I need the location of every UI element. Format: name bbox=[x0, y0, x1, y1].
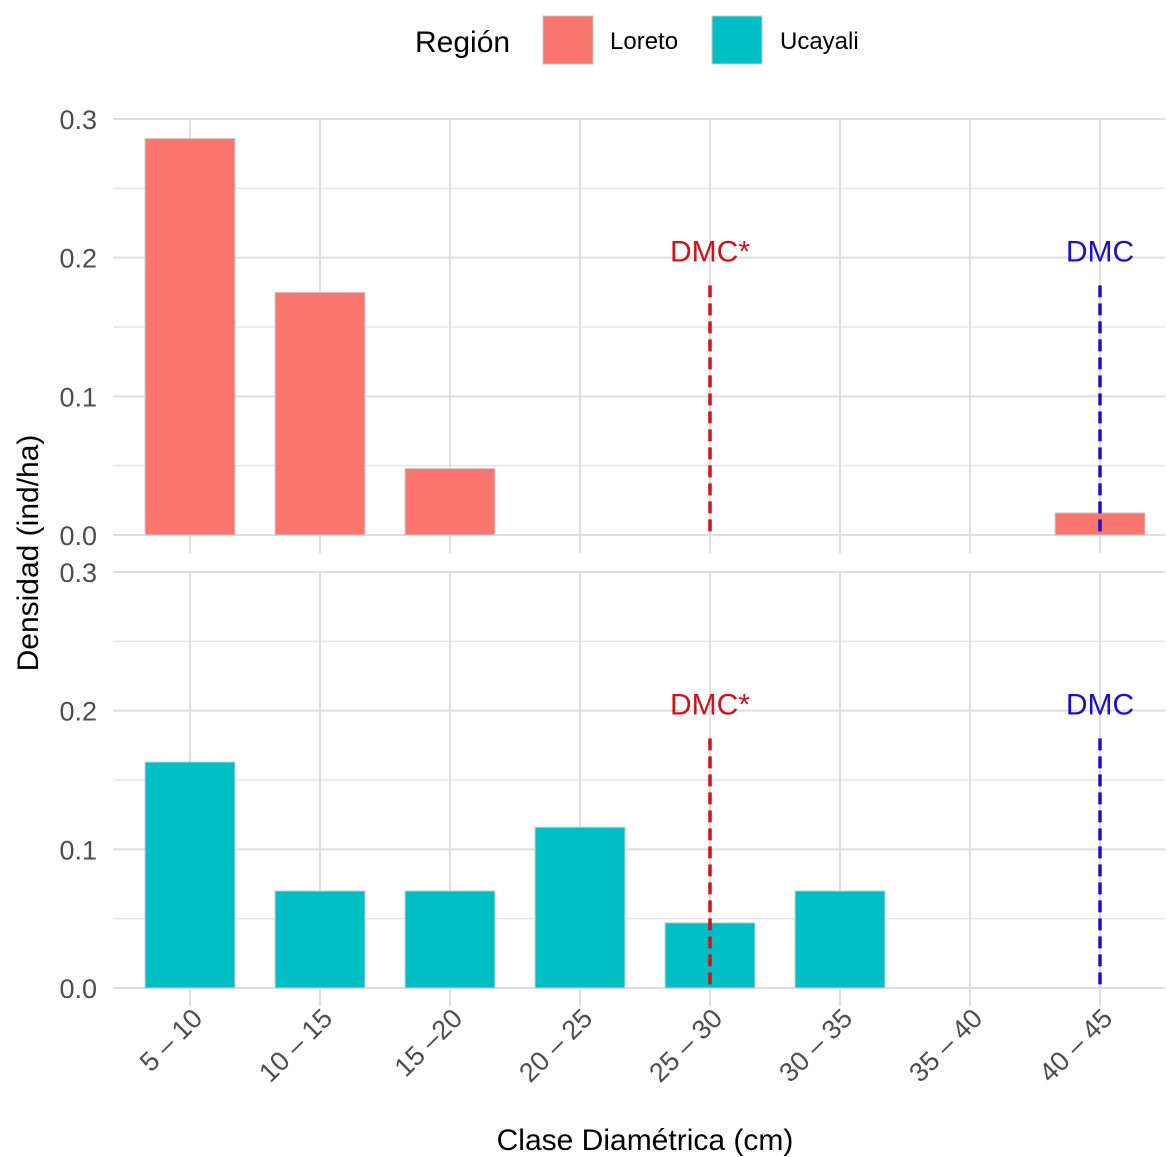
legend-title: Región bbox=[415, 26, 510, 59]
bar-loreto-3 bbox=[404, 467, 496, 536]
x-tick-label: 15 –20 bbox=[389, 1003, 469, 1083]
y-tick-label: 0.3 bbox=[59, 105, 97, 135]
y-tick-label: 0.0 bbox=[59, 521, 97, 551]
bar-loreto-1 bbox=[144, 137, 236, 536]
annotation-dmc-star: DMC* bbox=[670, 235, 750, 268]
legend-swatch-ucayali bbox=[711, 15, 763, 65]
legend-label-loreto: Loreto bbox=[610, 28, 678, 55]
x-tick-label: 5 – 10 bbox=[134, 1003, 208, 1077]
bar-ucayali-2 bbox=[274, 890, 366, 989]
y-tick-label: 0.1 bbox=[59, 835, 97, 865]
annotation-dmc: DMC bbox=[1066, 235, 1134, 268]
x-axis-tick-labels: 5 – 10 10 – 15 15 –20 20 – 25 25 – 30 30 – 35… bbox=[134, 1003, 1118, 1088]
bar-ucayali-6 bbox=[794, 890, 886, 989]
bar-ucayali-4 bbox=[534, 826, 626, 989]
y-tick-label: 0.1 bbox=[59, 382, 97, 412]
bar-loreto-2 bbox=[274, 291, 366, 536]
legend-label-ucayali: Ucayali bbox=[780, 28, 859, 55]
y-tick-label: 0.0 bbox=[59, 974, 97, 1004]
bar-ucayali-1 bbox=[144, 761, 236, 989]
annotation-dmc-star: DMC* bbox=[670, 688, 750, 721]
x-tick-label: 40 – 45 bbox=[1033, 1003, 1118, 1088]
legend: Región Loreto Ucayali bbox=[415, 15, 859, 65]
annotation-dmc: DMC bbox=[1066, 688, 1134, 721]
y-tick-label: 0.3 bbox=[59, 558, 97, 588]
legend-swatch-loreto bbox=[542, 15, 594, 65]
y-axis-title: Densidad (ind/ha) bbox=[12, 435, 45, 672]
panel-ucayali: 0.0 0.1 0.2 0.3 DMC* DMC bbox=[59, 558, 1165, 1006]
x-tick-label: 10 – 15 bbox=[253, 1003, 338, 1088]
bar-ucayali-3 bbox=[404, 890, 496, 989]
panel-loreto: 0.0 0.1 0.2 0.3 DMC* DMC bbox=[59, 105, 1165, 553]
x-tick-label: 30 – 35 bbox=[773, 1003, 858, 1088]
x-tick-label: 35 – 40 bbox=[903, 1003, 988, 1088]
x-tick-label: 25 – 30 bbox=[643, 1003, 728, 1088]
x-axis-title: Clase Diamétrica (cm) bbox=[497, 1124, 794, 1157]
y-tick-label: 0.2 bbox=[59, 244, 97, 274]
x-tick-label: 20 – 25 bbox=[513, 1003, 598, 1088]
y-tick-label: 0.2 bbox=[59, 697, 97, 727]
